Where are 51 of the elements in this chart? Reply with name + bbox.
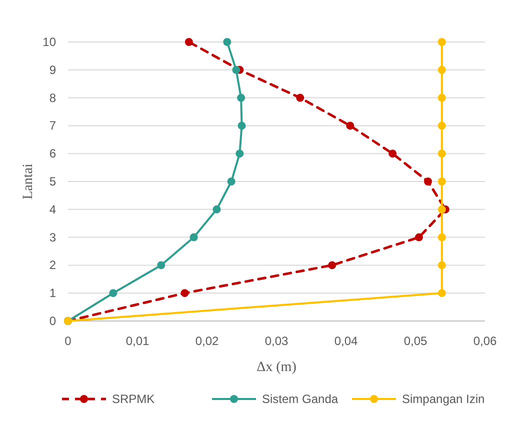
point [438,261,446,270]
point [438,205,446,214]
y-tick-label: 8 [49,90,56,105]
point [438,122,446,130]
point [438,94,446,102]
point [212,205,221,214]
y-tick-label: 3 [49,230,56,244]
legend-label: SRPMK [112,392,155,406]
x-tick-label: 0,02 [195,334,219,348]
y-tick-label: 7 [49,118,56,133]
y-tick-label: 0 [49,314,56,328]
x-tick-label: 0,01 [126,334,150,348]
legend-label: Sistem Ganda [262,392,338,406]
y-tick-label: 5 [49,174,56,188]
x-tick-label: 0,03 [264,334,288,348]
point [438,38,446,46]
x-axis-title: Δx (m) [256,360,297,375]
legend-label: Simpangan Izin [402,392,485,406]
point [388,150,397,158]
y-tick-label: 2 [49,258,56,272]
x-tick-label: 0,05 [404,334,428,348]
point [414,233,423,242]
point [232,66,240,74]
point [438,289,446,298]
point [184,38,193,46]
y-tick-label: 10 [42,35,56,49]
x-tick-label: 0 [64,334,72,348]
point [109,289,118,298]
point [296,94,304,102]
point [424,178,432,186]
point [180,289,189,298]
point [238,122,246,130]
point [328,261,336,270]
y-tick-label: 4 [49,202,56,216]
x-tick-label: 0,04 [334,334,358,348]
y-axis-title: Lantai [21,164,36,200]
y-tick-label: 9 [49,62,56,77]
point [438,66,446,74]
point [346,122,354,130]
point [438,233,446,242]
y-tick-label: 6 [49,146,56,161]
point [236,150,244,158]
point [223,38,232,46]
point [438,150,446,158]
point [157,261,166,270]
point [237,94,246,102]
point [438,178,446,186]
x-tick-label: 0,06 [473,334,497,348]
y-tick-label: 1 [49,286,56,300]
point [227,178,236,186]
point [190,233,198,242]
